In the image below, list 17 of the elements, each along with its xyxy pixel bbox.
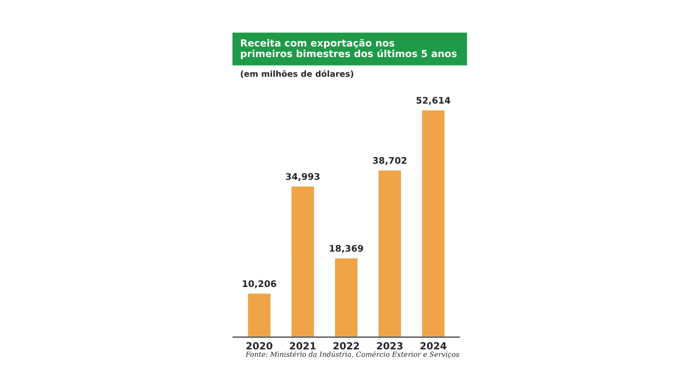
bar	[334, 257, 359, 338]
x-tick-label: 2024	[420, 342, 446, 350]
data-label: 10,206	[242, 280, 276, 288]
bar	[420, 108, 446, 338]
x-tick-label: 2021	[290, 342, 316, 350]
chart-title: Receita com exportação nos primeiros bimestres dos últimos 5 anos	[240, 38, 457, 60]
data-label: 52,614	[416, 96, 450, 105]
bar	[290, 185, 316, 338]
bar	[246, 292, 272, 338]
x-tick-label: 2020	[246, 342, 272, 350]
x-tick-label: 2022	[334, 342, 359, 350]
data-label: 38,702	[372, 157, 406, 166]
x-tick-label: 2023	[377, 342, 403, 350]
chart-subtitle: (em milhões de dólares)	[240, 70, 354, 78]
data-label: 18,369	[330, 244, 364, 253]
data-label: 34,993	[286, 173, 320, 182]
bar	[377, 169, 402, 338]
